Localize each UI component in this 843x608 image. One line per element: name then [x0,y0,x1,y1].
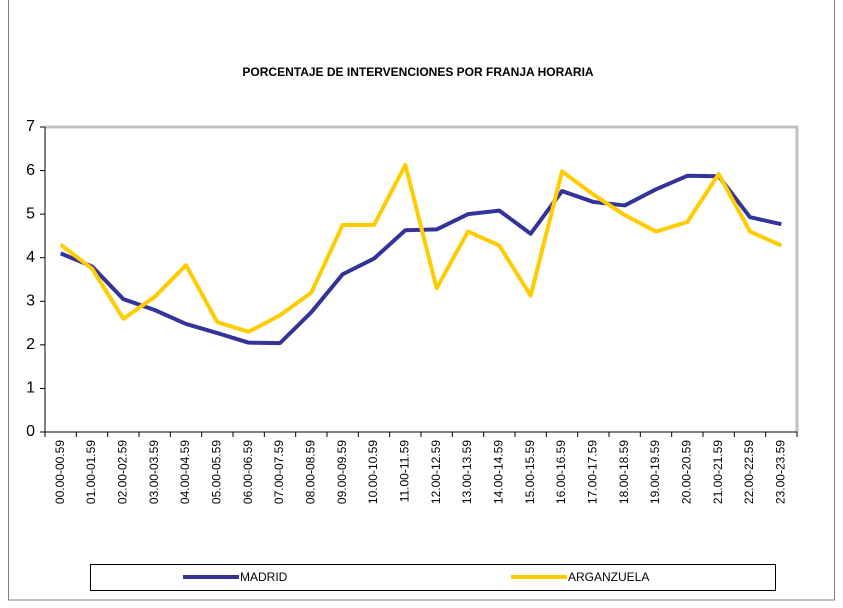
x-tick-label: 16.00-16.59 [554,440,568,504]
x-tick-label: 10.00-10.59 [366,440,380,504]
y-tick-label: 4 [26,249,35,266]
line-series [59,162,783,334]
x-tick-label: 08.00-08.59 [304,440,318,504]
x-tick-label: 05.00-05.59 [210,440,224,504]
x-tick-label: 07.00-07.59 [272,440,286,504]
legend-label: MADRID [240,570,288,584]
x-tick-label: 22.00-22.59 [742,440,756,504]
x-tick-label: 02.00-02.59 [116,440,130,504]
y-tick-label: 1 [26,380,35,397]
x-tick-label: 11.00-11.59 [398,440,412,503]
x-tick-label: 12.00-12.59 [429,440,443,504]
x-tick-label: 21.00-21.59 [711,440,725,504]
y-tick-label: 6 [26,162,35,179]
y-tick-label: 0 [26,423,35,440]
x-tick-label: 19.00-19.59 [648,440,662,504]
x-tick-label: 01.00-01.59 [84,440,98,504]
y-tick-label: 7 [26,118,35,135]
x-tick-label: 04.00-04.59 [178,440,192,504]
x-tick-label: 18.00-18.59 [617,440,631,504]
x-tick-label: 15.00-15.59 [523,440,537,504]
x-tick-label: 20.00-20.59 [680,440,694,504]
x-tick-label: 13.00-13.59 [460,440,474,504]
x-tick-label: 17.00-17.59 [586,440,600,504]
x-tick-label: 14.00-14.59 [492,440,506,504]
x-tick-label: 23.00-23.59 [774,440,788,504]
legend-label: ARGANZUELA [568,570,649,584]
y-tick-label: 3 [26,293,35,310]
x-tick-label: 09.00-09.59 [335,440,349,504]
y-tick-label: 2 [26,336,35,353]
y-tick-label: 5 [26,205,35,222]
plot-frame [45,125,799,432]
x-tick-label: 06.00-06.59 [241,440,255,504]
x-tick-label: 03.00-03.59 [147,440,161,504]
x-tick-label: 00.00-00.59 [53,440,67,504]
chart-title: PORCENTAJE DE INTERVENCIONES POR FRANJA … [242,65,593,79]
chart-border [8,0,835,601]
